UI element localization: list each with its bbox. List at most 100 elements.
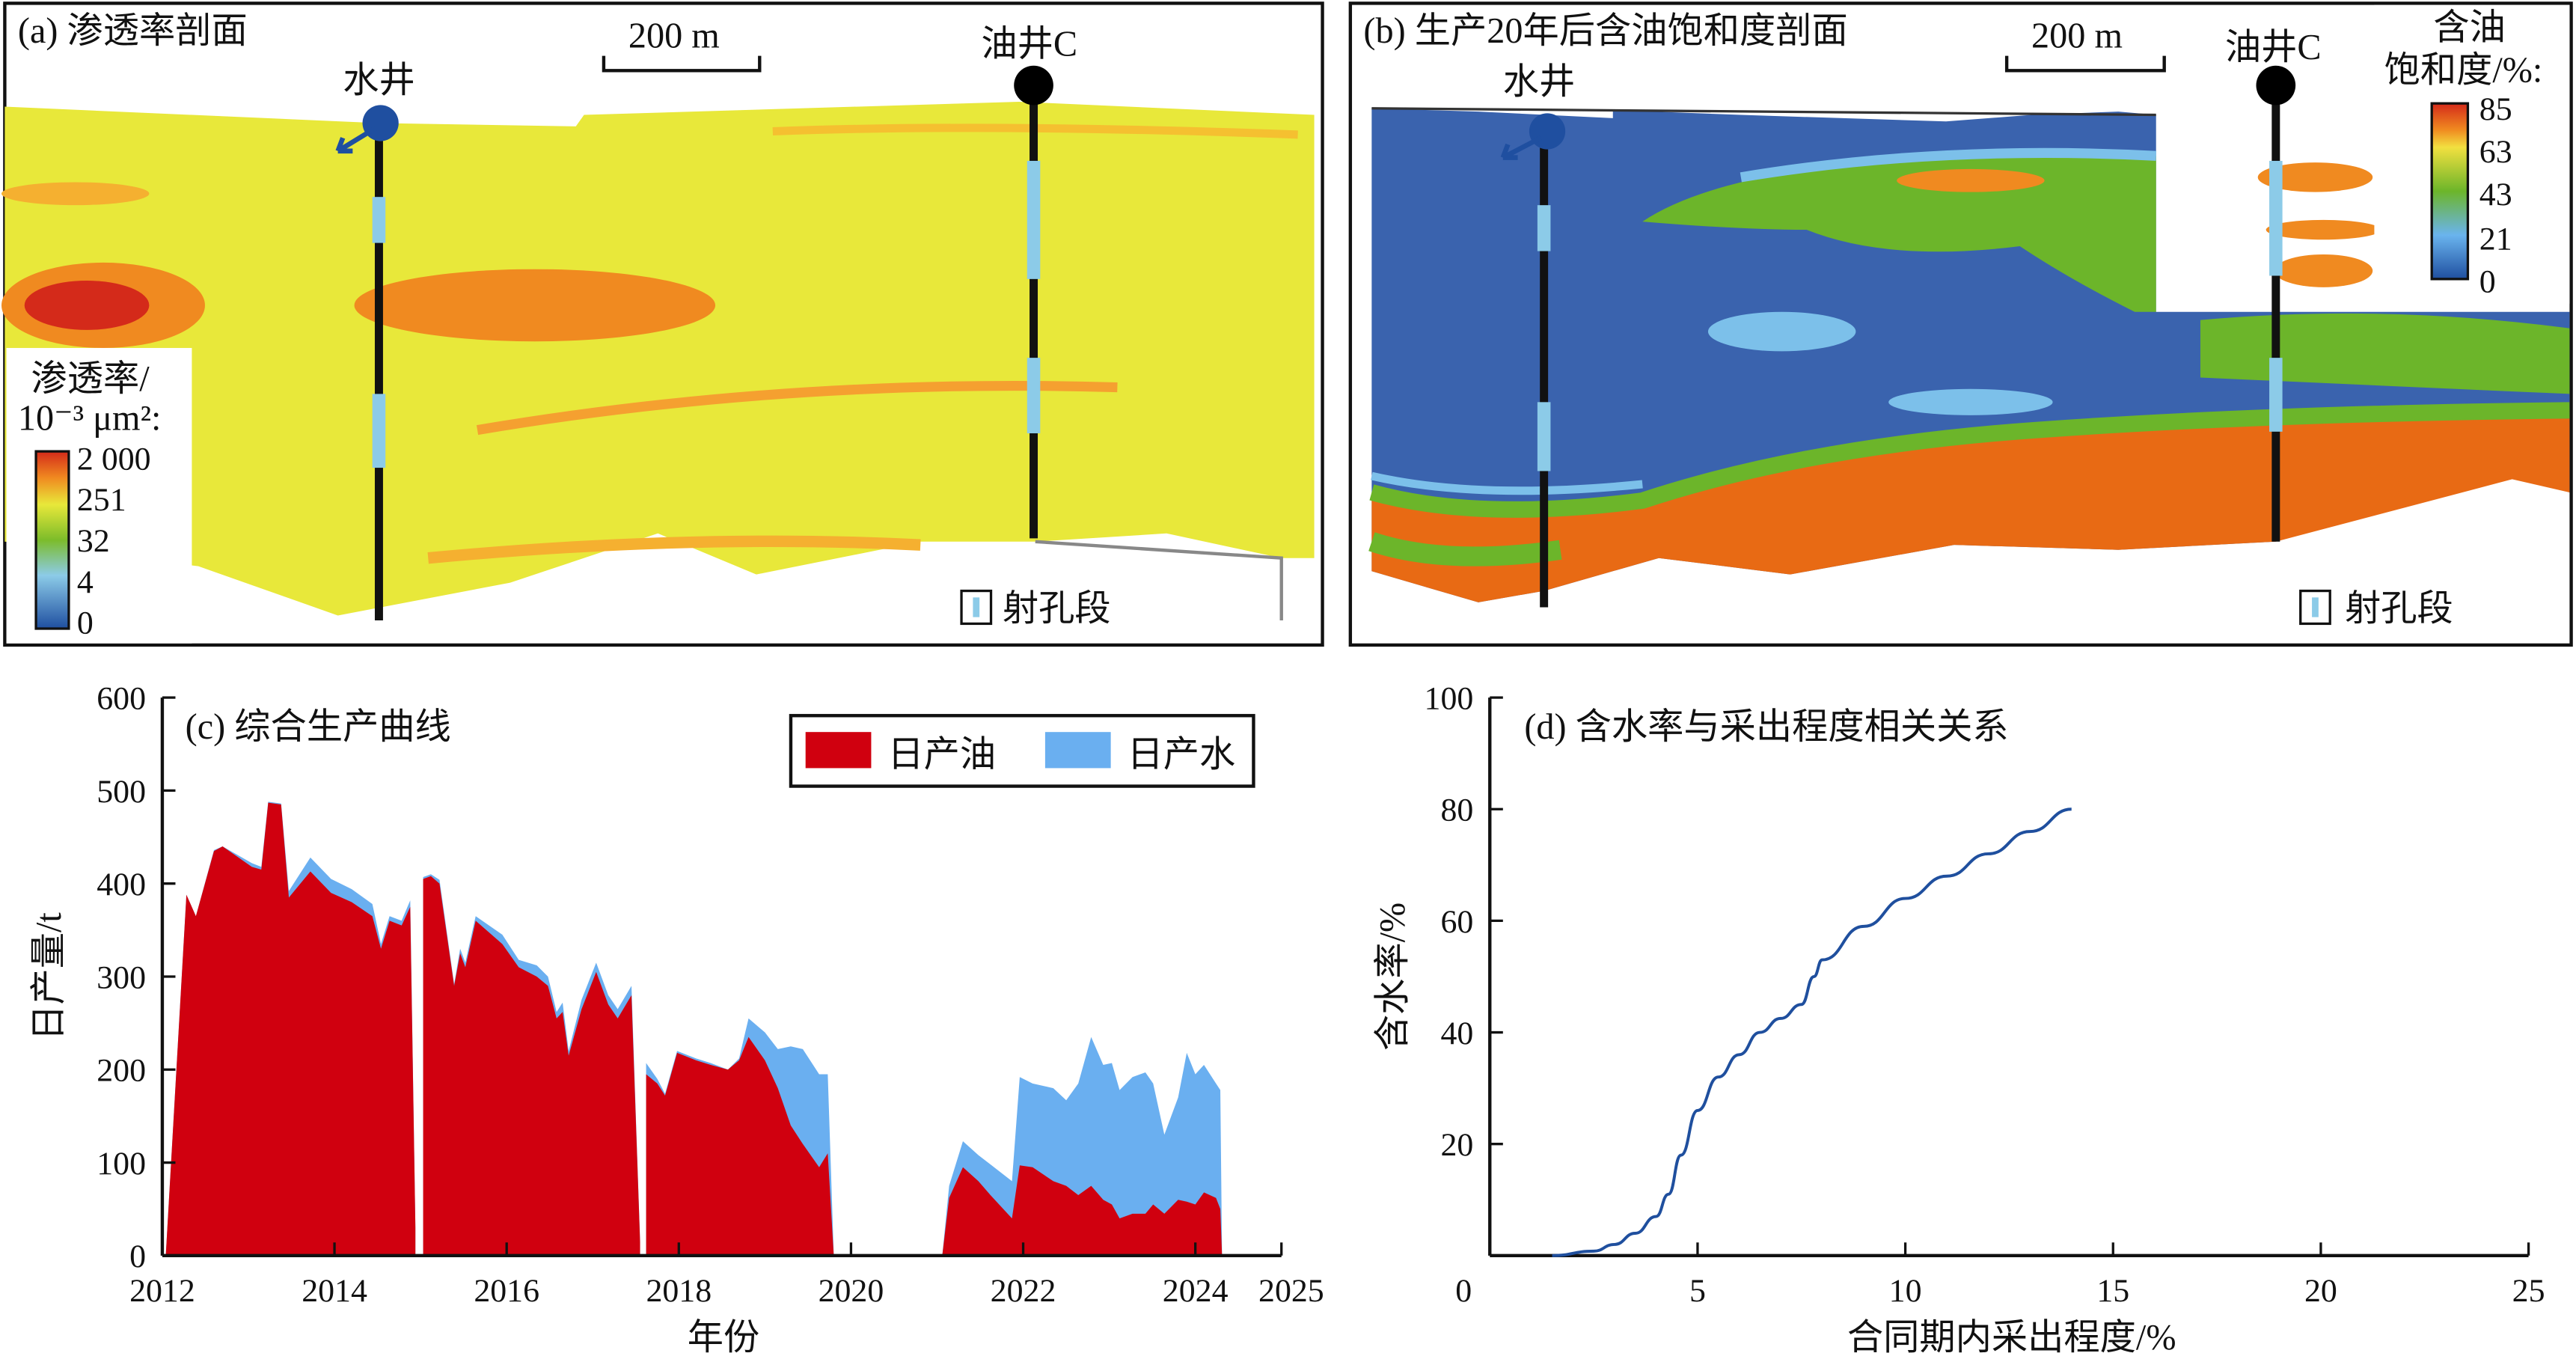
water-well-label: 水井 [1503,62,1575,102]
production-axes: 0 100 200 300 400 500 600 2012 2014 2016 2018 2020 2… [97,680,1324,1309]
y-tick-label: 600 [97,680,146,716]
remaining-oil-zone [2200,313,2570,394]
x-tick-label: 15 [2096,1273,2129,1309]
legend-swatch-water [1044,732,1111,769]
x-axis-label: 年份 [688,1318,760,1358]
water-well-marker-icon [1529,113,1566,150]
x-tick-label: 2016 [474,1273,539,1309]
remaining-oil-core [1897,168,2045,192]
x-tick-label: 2024 [1163,1273,1229,1309]
oil-well-c: 油井C [981,25,1077,539]
y-tick-label: 20 [1440,1127,1473,1163]
perforation-interval [1537,402,1551,471]
panel-a-permeability-section: (a) 渗透率剖面 200 m 水井 油井C 渗透率/ 10⁻³ μm²: 2 … [1,1,1324,647]
x-tick-label: 5 [1689,1273,1706,1309]
y-tick-label: 100 [1425,680,1474,716]
injection-arrow-icon [335,126,377,154]
watercut-axes: 20 40 60 80 100 0 5 10 15 20 25 [1425,680,2545,1309]
perforation-legend-label: 射孔段 [1003,589,1111,629]
y-tick-label: 500 [97,774,146,810]
colorbar [2430,102,2470,281]
boundary-line [1035,540,1283,621]
oil-area-segment-1 [165,802,416,1256]
legend-title: 渗透率/ [31,359,150,399]
highest-perm-zone [24,281,150,330]
y-tick-label: 100 [97,1146,146,1182]
y-tick-label: 300 [97,959,146,995]
x-tick-label: 2014 [302,1273,367,1309]
perforation-interval [1537,205,1551,251]
saturation-legend: 含油 饱和度/%: 85 63 43 21 0 [2374,4,2570,304]
perforation-interval [2269,160,2283,276]
panel-b-oil-saturation-section: (b) 生产20年后含油饱和度剖面 200 m 水井 油井C 含油 饱和度/%:… [1348,1,2573,647]
medium-saturation-band [1369,402,2570,518]
perm-streak [772,123,1298,139]
oil-well-label: 油井C [981,25,1077,64]
colorbar-tick: 4 [77,564,94,600]
x-axis-label: 合同期内采出程度/% [1847,1318,2176,1358]
injection-arrow-icon [1500,135,1542,160]
legend: 日产油 日产水 [789,714,1255,788]
y-tick-label: 400 [97,867,146,903]
legend-title: 含油 [2433,8,2506,48]
perm-streak [1,182,150,206]
water-well-label: 水井 [343,61,414,100]
y-tick-label: 80 [1440,793,1473,828]
perforation-legend: 射孔段 [960,589,1111,629]
x-tick-label: 20 [2304,1273,2337,1309]
y-axis-label: 含水率/% [1373,903,1413,1051]
y-tick-label: 200 [97,1053,146,1089]
scale-bar: 200 m [602,16,762,73]
y-tick-label: 60 [1440,904,1473,940]
perm-streak [476,380,1118,436]
scale-label: 200 m [2031,16,2123,56]
colorbar-tick: 21 [2479,221,2512,257]
remaining-oil-core [2257,162,2373,192]
colorbar-tick: 63 [2479,134,2512,170]
production-chart: 0 100 200 300 400 500 600 2012 2014 2016 2018 2020 2… [29,680,1324,1357]
low-saturation-band [1371,471,1643,495]
oil-area-segment-4 [942,1165,1223,1256]
high-saturation-band [1371,418,2570,602]
x-tick-label: 2020 [819,1273,884,1309]
low-saturation-band [1740,147,2157,183]
x-tick-label: 10 [1889,1273,1922,1309]
remaining-oil-zone [1642,150,2156,312]
chart-title: (d) 含水率与采出程度相关关系 [1524,707,2008,747]
perforation-icon [2312,597,2319,617]
remaining-oil-core [2266,219,2381,240]
perforation-icon [973,597,980,617]
medium-saturation-band [1368,532,1562,566]
legend-label-water: 日产水 [1128,735,1236,775]
y-tick-label: 40 [1440,1016,1473,1051]
production-areas [165,801,1223,1256]
colorbar-tick: 2 000 [77,441,151,477]
colorbar [34,450,70,630]
colorbar-tick: 0 [2479,263,2496,299]
oil-area-segment-3 [646,1036,834,1256]
x-tick-label: 2018 [646,1273,712,1309]
low-saturation-band [1888,388,2053,415]
water-well: 水井 [335,61,415,621]
colorbar-tick: 0 [77,605,94,641]
water-well: 水井 [1500,62,1575,608]
permeability-field [4,101,1315,616]
oil-well-marker-icon [2256,65,2296,106]
panel-b-title: (b) 生产20年后含油饱和度剖面 [1363,11,1847,51]
perforation-legend: 射孔段 [2299,589,2453,629]
high-perm-zone [354,269,716,342]
y-axis-label: 日产量/t [29,912,69,1041]
y-tick-label: 0 [129,1239,146,1274]
x-tick-label: 2022 [991,1273,1056,1309]
oil-well-c: 油井C [2225,28,2322,542]
perforation-interval [372,394,386,468]
legend-swatch-oil [805,732,872,769]
oil-well-label: 油井C [2225,28,2322,67]
perforation-interval [1027,160,1041,279]
x-tick-label: 2012 [129,1273,195,1309]
perforation-interval [2269,358,2283,432]
watercut-curve [1552,807,2072,1257]
scale-label: 200 m [628,16,720,56]
perforation-interval [372,197,386,243]
permeability-legend: 渗透率/ 10⁻³ μm²: 2 000 251 32 4 0 [6,347,192,644]
